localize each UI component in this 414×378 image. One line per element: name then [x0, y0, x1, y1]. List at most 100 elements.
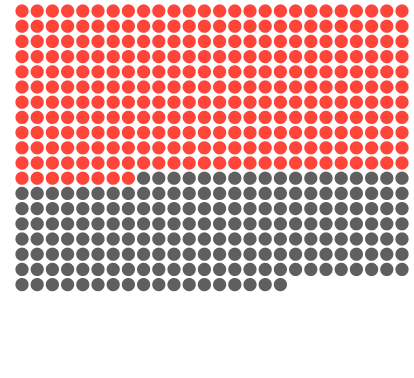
waffle-dot-series-0	[334, 4, 348, 18]
waffle-dot-series-0	[380, 50, 394, 64]
waffle-dot-series-0	[167, 65, 181, 79]
waffle-dot-series-1	[304, 171, 318, 185]
waffle-dot-series-1	[213, 186, 227, 200]
waffle-dot-series-1	[91, 186, 105, 200]
waffle-dot-series-0	[289, 80, 303, 94]
waffle-dot-series-0	[349, 95, 363, 109]
waffle-dot-series-0	[289, 110, 303, 124]
waffle-dot-series-0	[30, 171, 44, 185]
waffle-dot-series-1	[152, 247, 166, 261]
waffle-dot-series-0	[121, 141, 135, 155]
waffle-dot-series-0	[365, 126, 379, 140]
waffle-dot-series-1	[365, 247, 379, 261]
waffle-dot-series-0	[91, 141, 105, 155]
waffle-dot-series-1	[137, 247, 151, 261]
waffle-dot-series-0	[349, 156, 363, 170]
waffle-dot-series-1	[152, 262, 166, 276]
waffle-dot-series-0	[197, 4, 211, 18]
waffle-dot-series-0	[380, 126, 394, 140]
waffle-dot-series-1	[380, 217, 394, 231]
waffle-dot-series-0	[106, 110, 120, 124]
waffle-dot-series-1	[273, 217, 287, 231]
waffle-dot-series-1	[273, 247, 287, 261]
waffle-dot-series-0	[395, 4, 409, 18]
waffle-dot-series-0	[365, 95, 379, 109]
waffle-dot-series-0	[395, 50, 409, 64]
waffle-dot-series-1	[30, 278, 44, 292]
waffle-dot-series-0	[61, 156, 75, 170]
waffle-dot-series-0	[243, 65, 257, 79]
waffle-dot-series-0	[319, 65, 333, 79]
waffle-dot-series-1	[91, 278, 105, 292]
waffle-dot-series-0	[91, 34, 105, 49]
waffle-dot-series-1	[273, 262, 287, 276]
waffle-dot-series-0	[61, 34, 75, 49]
waffle-dot-series-0	[273, 126, 287, 140]
waffle-dot-series-0	[76, 50, 90, 64]
waffle-dot-series-0	[15, 50, 29, 64]
waffle-dot-series-0	[365, 141, 379, 155]
waffle-dot-series-0	[349, 34, 363, 49]
waffle-dot-series-1	[182, 202, 196, 216]
waffle-dot-series-0	[121, 65, 135, 79]
waffle-dot-series-1	[380, 186, 394, 200]
waffle-dot-series-0	[213, 95, 227, 109]
waffle-dot-series-0	[228, 110, 242, 124]
waffle-dot-series-1	[45, 262, 60, 276]
waffle-dot-series-1	[395, 186, 409, 200]
waffle-dot-series-0	[304, 126, 318, 140]
waffle-dot-series-0	[228, 126, 242, 140]
waffle-dot-series-1	[334, 171, 348, 185]
waffle-dot-series-1	[182, 217, 196, 231]
waffle-dot-series-0	[304, 50, 318, 64]
waffle-dot-series-0	[182, 110, 196, 124]
waffle-dot-series-0	[273, 156, 287, 170]
waffle-dot-series-0	[349, 126, 363, 140]
waffle-dot-series-0	[15, 156, 29, 170]
waffle-dot-series-1	[106, 232, 120, 246]
series-0-dots	[15, 4, 409, 185]
waffle-dot-series-1	[197, 171, 211, 185]
waffle-dot-series-0	[334, 126, 348, 140]
waffle-dot-series-1	[15, 247, 29, 261]
waffle-dot-series-1	[228, 278, 242, 292]
waffle-dot-series-1	[228, 262, 242, 276]
waffle-dot-series-0	[106, 171, 120, 185]
waffle-dot-series-1	[15, 186, 29, 200]
waffle-dot-series-1	[273, 171, 287, 185]
waffle-dot-series-1	[121, 278, 135, 292]
waffle-dot-series-0	[182, 4, 196, 18]
waffle-dot-series-0	[258, 80, 272, 94]
waffle-dot-series-1	[304, 202, 318, 216]
waffle-dot-series-0	[152, 126, 166, 140]
waffle-dot-series-1	[289, 232, 303, 246]
waffle-dot-series-1	[30, 217, 44, 231]
waffle-dot-series-1	[243, 278, 257, 292]
waffle-dot-series-0	[395, 34, 409, 49]
waffle-dot-series-0	[197, 141, 211, 155]
waffle-dot-series-1	[228, 171, 242, 185]
waffle-dot-series-1	[243, 232, 257, 246]
waffle-dot-series-0	[304, 34, 318, 49]
waffle-dot-series-0	[365, 156, 379, 170]
waffle-dot-series-0	[197, 95, 211, 109]
waffle-dot-series-0	[91, 156, 105, 170]
waffle-dot-series-0	[152, 4, 166, 18]
waffle-dot-series-0	[380, 156, 394, 170]
waffle-dot-series-1	[197, 186, 211, 200]
waffle-dot-series-1	[228, 232, 242, 246]
waffle-dot-series-0	[76, 126, 90, 140]
waffle-dot-series-0	[258, 65, 272, 79]
waffle-dot-series-0	[258, 95, 272, 109]
waffle-dot-series-0	[258, 110, 272, 124]
waffle-dot-series-0	[152, 95, 166, 109]
waffle-dot-series-0	[106, 65, 120, 79]
waffle-dot-series-1	[182, 247, 196, 261]
waffle-dot-series-0	[213, 34, 227, 49]
waffle-dot-series-0	[395, 65, 409, 79]
waffle-dot-series-0	[289, 50, 303, 64]
waffle-dot-series-0	[304, 19, 318, 33]
waffle-dot-series-0	[152, 80, 166, 94]
waffle-dot-series-0	[349, 4, 363, 18]
